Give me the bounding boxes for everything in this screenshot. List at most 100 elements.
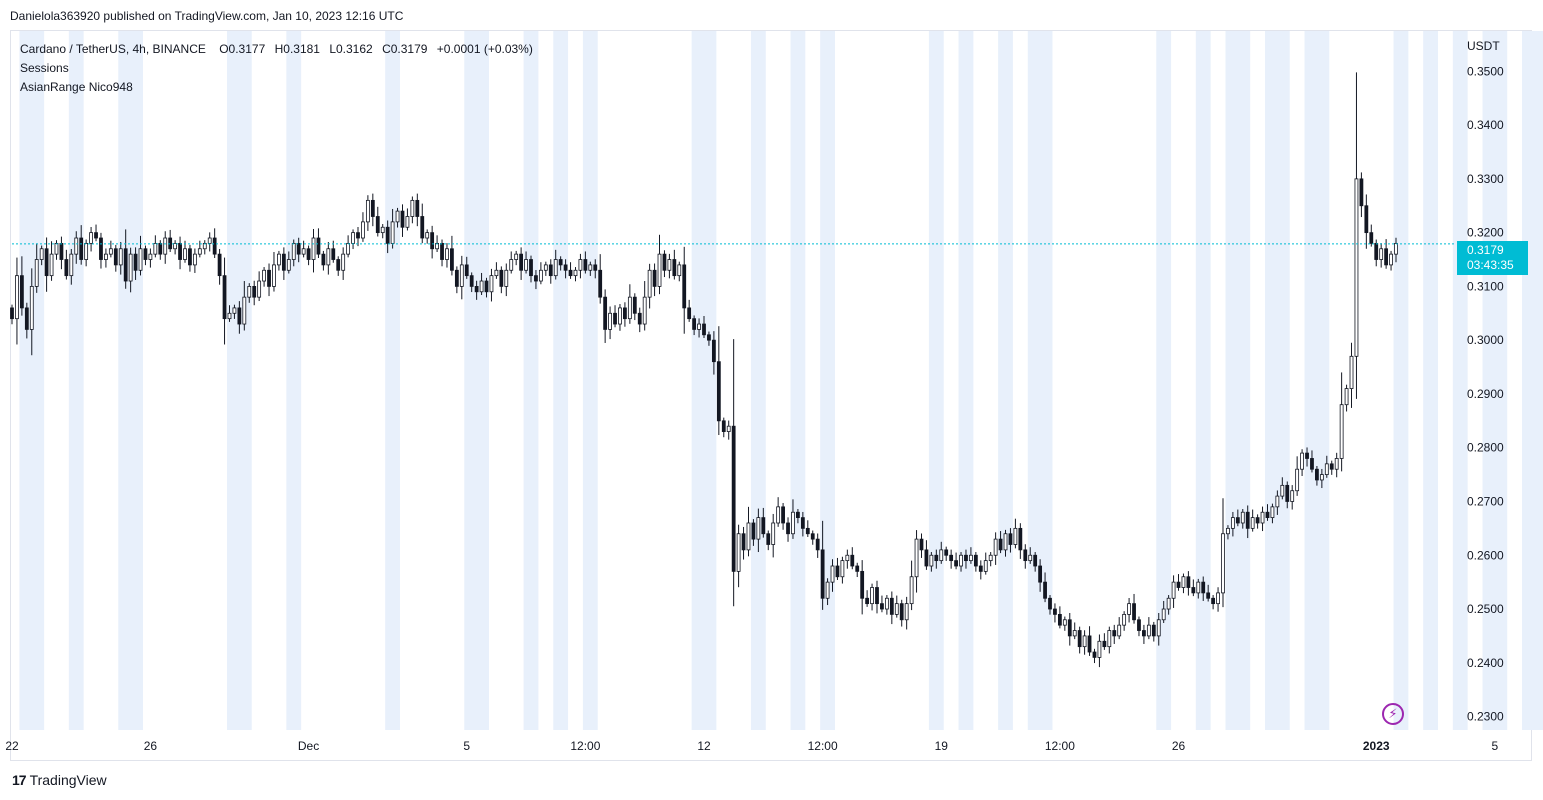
candle-down	[751, 522, 756, 540]
candle-up	[1319, 474, 1324, 481]
candle-down	[637, 312, 642, 325]
candle-down	[805, 527, 810, 535]
last-price-badge: 0.3179 03:43:35	[1457, 241, 1528, 275]
candle-up	[647, 269, 652, 298]
candle-down	[385, 226, 390, 244]
time-tick-label: 12:00	[1045, 739, 1075, 753]
low-value: L0.3162	[329, 42, 373, 56]
candle-down	[1359, 178, 1364, 207]
candle-up	[227, 312, 232, 320]
candle-up	[1107, 630, 1112, 648]
candle-down	[973, 554, 978, 567]
candle-down	[1132, 603, 1136, 621]
candle-down	[1211, 597, 1216, 605]
candle-up	[1028, 554, 1033, 562]
candle-down	[252, 286, 257, 298]
candle-down	[1206, 592, 1211, 599]
candle-down	[281, 253, 286, 271]
candle-up	[163, 237, 168, 255]
price-tick-label: 0.2700	[1467, 494, 1504, 508]
candle-down	[919, 538, 924, 551]
candle-up	[1349, 355, 1354, 389]
session-band	[998, 31, 1013, 730]
candle-up	[104, 253, 108, 260]
symbol-title[interactable]: Cardano / TetherUS, 4h, BINANCE	[20, 42, 206, 56]
candle-up	[301, 248, 306, 255]
candle-up	[988, 554, 993, 562]
candle-up	[1221, 533, 1225, 594]
candle-up	[627, 296, 632, 320]
candle-up	[514, 253, 519, 260]
candle-up	[1117, 624, 1122, 637]
candle-up	[365, 199, 370, 223]
candle-down	[529, 259, 533, 277]
price-axis: USDT 0.3500 0.3400 0.3300 0.3200 0.3100 0.3000…	[1467, 39, 1504, 724]
candle-up	[277, 253, 281, 266]
candle-down	[1245, 511, 1250, 529]
time-tick-label: 26	[144, 739, 158, 753]
candle-down	[296, 242, 301, 255]
candle-down	[707, 334, 711, 341]
candle-down	[370, 199, 375, 217]
price-tick-label: 0.3200	[1467, 226, 1504, 240]
candle-down	[188, 248, 192, 266]
candle-down	[484, 280, 489, 293]
candle-down	[899, 603, 904, 621]
time-tick-label: 12:00	[808, 739, 838, 753]
candle-down	[430, 232, 435, 250]
session-band	[1452, 31, 1468, 730]
tradingview-brand[interactable]: 17 TradingView	[12, 772, 107, 788]
candle-up	[242, 296, 247, 325]
candle-down	[850, 554, 855, 567]
candle-up	[959, 554, 963, 567]
candle-up	[1122, 613, 1127, 626]
candle-down	[1053, 608, 1057, 615]
time-tick-label: 22	[5, 739, 19, 753]
candle-up	[993, 538, 998, 556]
candle-up	[929, 554, 934, 567]
candle-up	[1324, 463, 1329, 475]
candle-down	[44, 248, 49, 277]
price-tick-label: 0.2600	[1467, 548, 1504, 562]
candle-up	[410, 199, 415, 217]
indicator-asianrange[interactable]: AsianRange Nico948	[20, 80, 133, 94]
session-band	[928, 31, 944, 730]
candle-down	[499, 269, 504, 287]
candle-up	[380, 226, 385, 234]
candle-down	[860, 570, 865, 599]
change-value: +0.0001 (+0.03%)	[436, 42, 533, 56]
session-band	[1522, 31, 1543, 730]
candle-down	[1137, 619, 1141, 631]
lightning-icon[interactable]: ⚡	[1382, 703, 1404, 725]
candle-down	[64, 259, 69, 277]
candle-up	[494, 269, 499, 277]
candle-down	[143, 248, 148, 260]
candle-down	[1186, 576, 1191, 588]
session-band	[68, 31, 84, 730]
session-band	[958, 31, 974, 730]
candle-up	[1260, 511, 1265, 524]
candle-up	[618, 307, 622, 325]
candle-up	[1062, 619, 1067, 626]
candle-up	[776, 506, 781, 524]
candle-up	[138, 248, 143, 271]
candle-up	[983, 560, 988, 572]
session-band	[1027, 31, 1053, 730]
candle-down	[781, 506, 785, 524]
candle-down	[820, 549, 825, 599]
candle-down	[954, 560, 958, 567]
candle-down	[1008, 533, 1013, 545]
candle-down	[1265, 511, 1270, 519]
publisher-line: Danielola363920 published on TradingView…	[10, 9, 404, 23]
candle-up	[1270, 506, 1275, 519]
candle-down	[1329, 463, 1334, 470]
candle-down	[24, 307, 29, 330]
candle-up	[197, 248, 202, 255]
candle-up	[108, 248, 113, 255]
indicator-sessions[interactable]: Sessions	[20, 61, 69, 75]
price-tick-label: 0.3100	[1467, 279, 1504, 293]
candle-up	[128, 253, 133, 282]
candle-up	[1394, 242, 1398, 255]
price-tick-label: 0.3400	[1467, 118, 1504, 132]
